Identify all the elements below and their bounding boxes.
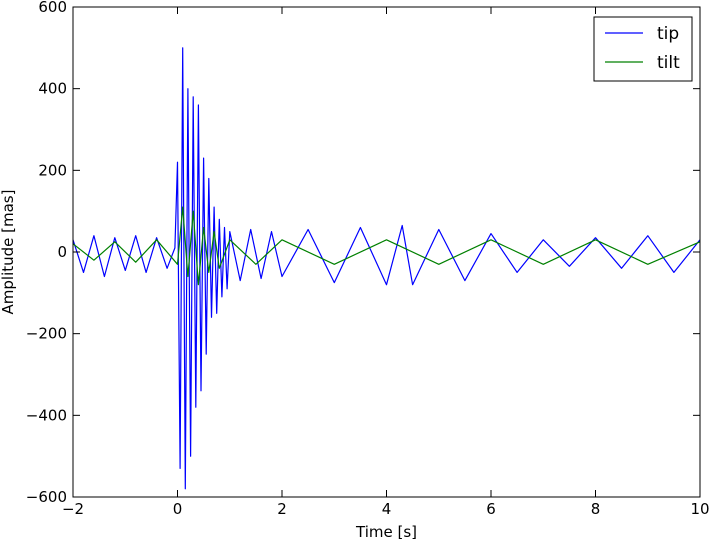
legend-label-tilt: tilt <box>657 53 680 73</box>
y-tick-label: −200 <box>26 325 67 343</box>
legend-label-tip: tip <box>657 24 679 44</box>
y-tick-label: 200 <box>38 161 67 179</box>
y-axis-label: Amplitude [mas] <box>0 190 17 315</box>
x-tick-label: 8 <box>591 500 601 518</box>
x-tick-label: 6 <box>486 500 496 518</box>
y-tick-label: 600 <box>38 0 67 16</box>
legend-box <box>593 16 693 82</box>
x-tick-label: 4 <box>382 500 392 518</box>
y-tick-label: −400 <box>26 406 67 424</box>
x-tick-label: 10 <box>690 500 709 518</box>
x-tick-label: 2 <box>277 500 287 518</box>
y-tick-label: 0 <box>57 243 67 261</box>
x-tick-label: −2 <box>62 500 84 518</box>
legend: tip tilt <box>593 16 693 82</box>
x-axis-label: Time [s] <box>355 523 417 541</box>
y-tick-label: 400 <box>38 80 67 98</box>
x-tick-label: 0 <box>173 500 183 518</box>
ticks-layer: −2 0 2 4 6 8 10 −600 −400 −200 0 200 400 600 <box>26 0 710 518</box>
plot-background <box>73 7 700 497</box>
series-layer <box>72 47 701 490</box>
y-tick-label: −600 <box>26 488 67 506</box>
series-line-tip <box>72 47 701 490</box>
series-line-tilt <box>72 206 701 286</box>
